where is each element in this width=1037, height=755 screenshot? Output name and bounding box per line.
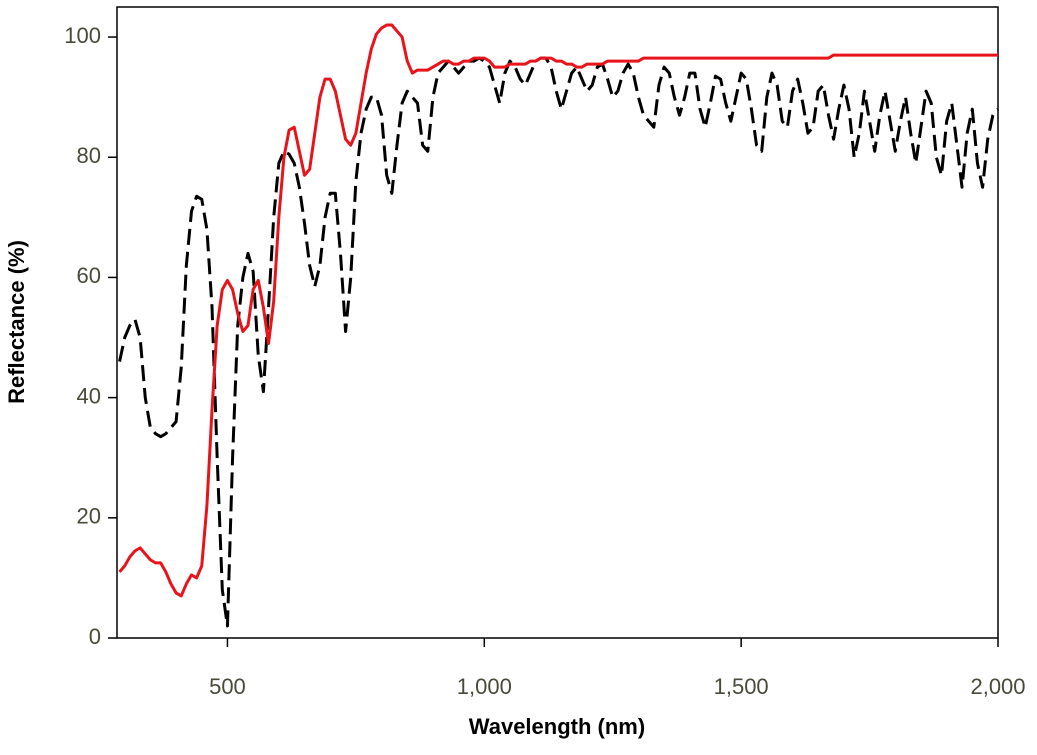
y-tick-label: 40 bbox=[77, 383, 101, 408]
plot-frame bbox=[116, 6, 999, 639]
x-axis-title: Wavelength (nm) bbox=[469, 714, 645, 739]
series-line bbox=[118, 23, 998, 598]
y-tick-label: 80 bbox=[77, 143, 101, 168]
x-tick-label: 2,000 bbox=[970, 674, 1025, 699]
y-tick-label: 60 bbox=[77, 263, 101, 288]
y-tick-label: 100 bbox=[64, 23, 101, 48]
y-tick-label: 0 bbox=[89, 624, 101, 649]
series-line bbox=[118, 56, 1000, 628]
x-tick-label: 1,500 bbox=[714, 674, 769, 699]
y-tick-label: 20 bbox=[77, 504, 101, 529]
y-axis-title: Reflectance (%) bbox=[4, 240, 29, 404]
x-tick-label: 1,000 bbox=[457, 674, 512, 699]
x-tick-label: 500 bbox=[209, 674, 246, 699]
